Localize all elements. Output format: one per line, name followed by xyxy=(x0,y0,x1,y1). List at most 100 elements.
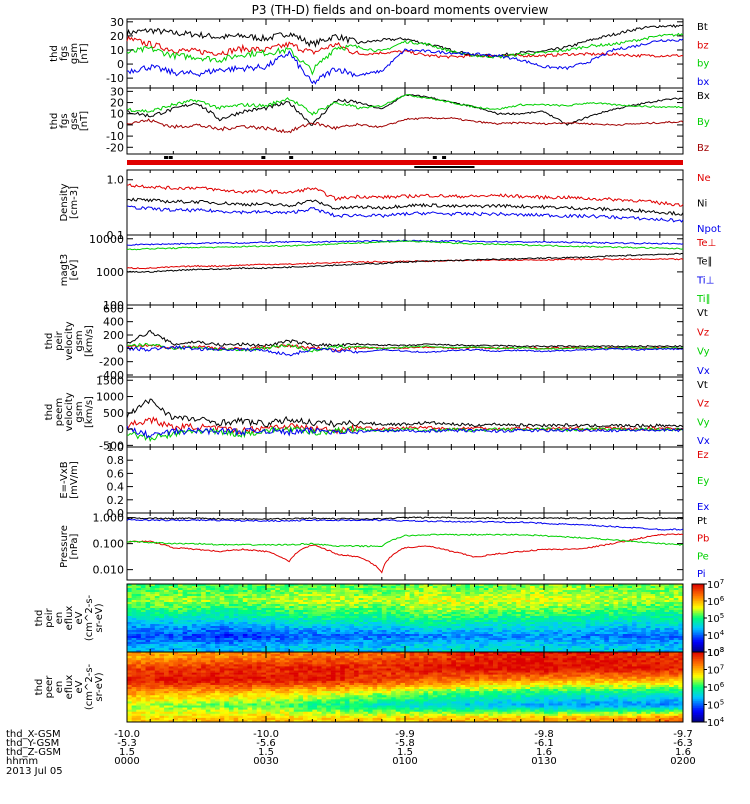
heatmap-cell xyxy=(498,644,503,646)
legend-entry-bx: bx xyxy=(697,77,709,88)
heatmap-cell xyxy=(581,596,586,598)
heatmap-cell xyxy=(632,602,637,604)
heatmap-cell xyxy=(614,638,619,640)
heatmap-cell xyxy=(266,630,271,632)
heatmap-cell xyxy=(632,618,637,620)
heatmap-cell xyxy=(498,636,503,638)
heatmap-cell xyxy=(234,622,239,624)
heatmap-cell xyxy=(349,612,354,614)
heatmap-cell xyxy=(655,630,660,632)
heatmap-cell xyxy=(336,630,341,632)
heatmap-cell xyxy=(183,622,188,624)
heatmap-cell xyxy=(410,646,415,648)
heatmap-cell xyxy=(572,586,577,588)
heatmap-cell xyxy=(669,612,674,614)
heatmap-cell xyxy=(243,608,248,610)
heatmap-cell xyxy=(201,598,206,600)
colorbar-label: 106 xyxy=(707,595,725,608)
heatmap-cell xyxy=(567,604,572,606)
heatmap-cell xyxy=(400,628,405,630)
heatmap-cell xyxy=(539,596,544,598)
heatmap-cell xyxy=(493,624,498,626)
heatmap-cell xyxy=(197,642,202,644)
heatmap-cell xyxy=(437,616,442,618)
heatmap-cell xyxy=(521,596,526,598)
heatmap-cell xyxy=(437,640,442,642)
heatmap-cell xyxy=(197,608,202,610)
heatmap-cell xyxy=(285,614,290,616)
heatmap-cell xyxy=(451,618,456,620)
heatmap-cell xyxy=(336,642,341,644)
heatmap-cell xyxy=(220,642,225,644)
heatmap-cell xyxy=(234,626,239,628)
heatmap-cell xyxy=(479,632,484,634)
heatmap-cell xyxy=(298,594,303,596)
heatmap-cell xyxy=(363,586,368,588)
heatmap-cell xyxy=(479,614,484,616)
heatmap-cell xyxy=(586,598,591,600)
heatmap-cell xyxy=(391,604,396,606)
heatmap-cell xyxy=(604,590,609,592)
heatmap-cell xyxy=(373,596,378,598)
heatmap-cell xyxy=(507,602,512,604)
heatmap-cell xyxy=(512,614,517,616)
heatmap-cell xyxy=(201,632,206,634)
heatmap-cell xyxy=(234,620,239,622)
heatmap-cell xyxy=(498,598,503,600)
heatmap-cell xyxy=(159,602,164,604)
heatmap-cell xyxy=(146,689,151,691)
heatmap-cell xyxy=(428,596,433,598)
heatmap-cell xyxy=(655,646,660,648)
heatmap-cell xyxy=(549,592,554,594)
heatmap-cell xyxy=(651,640,656,642)
legend-entry-Ez: Ez xyxy=(697,450,709,461)
heatmap-cell xyxy=(655,626,660,628)
heatmap-cell xyxy=(600,626,605,628)
heatmap-cell xyxy=(173,594,178,596)
heatmap-cell xyxy=(252,586,257,588)
heatmap-cell xyxy=(609,628,614,630)
legend-entry-Pb: Pb xyxy=(697,534,709,545)
heatmap-cell xyxy=(266,642,271,644)
heatmap-cell xyxy=(197,588,202,590)
heatmap-cell xyxy=(201,604,206,606)
heatmap-cell xyxy=(243,640,248,642)
heatmap-cell xyxy=(192,608,197,610)
heatmap-cell xyxy=(247,622,252,624)
heatmap-cell xyxy=(627,590,632,592)
heatmap-cell xyxy=(159,648,164,650)
heatmap-cell xyxy=(609,622,614,624)
heatmap-cell xyxy=(312,646,317,648)
heatmap-cell xyxy=(646,634,651,636)
heatmap-cell xyxy=(576,602,581,604)
heatmap-cell xyxy=(261,616,266,618)
heatmap-cell xyxy=(641,620,646,622)
heatmap-cell xyxy=(127,685,132,687)
heatmap-cell xyxy=(470,614,475,616)
heatmap-cell xyxy=(382,594,387,596)
heatmap-cell xyxy=(470,642,475,644)
heatmap-cell xyxy=(192,644,197,646)
heatmap-cell xyxy=(127,644,132,646)
heatmap-cell xyxy=(544,620,549,622)
heatmap-cell xyxy=(456,588,461,590)
heatmap-cell xyxy=(521,586,526,588)
heatmap-cell xyxy=(127,618,132,620)
heatmap-cell xyxy=(595,642,600,644)
heatmap-cell xyxy=(308,606,313,608)
legend-entry-Bx: Bx xyxy=(697,91,710,102)
heatmap-cell xyxy=(655,622,660,624)
heatmap-cell xyxy=(391,592,396,594)
heatmap-cell xyxy=(651,588,656,590)
heatmap-cell xyxy=(618,600,623,602)
heatmap-cell xyxy=(275,598,280,600)
heatmap-cell xyxy=(414,610,419,612)
heatmap-cell xyxy=(655,624,660,626)
heatmap-cell xyxy=(359,646,364,648)
heatmap-cell xyxy=(507,640,512,642)
heatmap-cell xyxy=(298,596,303,598)
heatmap-cell xyxy=(641,634,646,636)
heatmap-cell xyxy=(558,628,563,630)
heatmap-cell xyxy=(359,620,364,622)
heatmap-cell xyxy=(660,648,665,650)
